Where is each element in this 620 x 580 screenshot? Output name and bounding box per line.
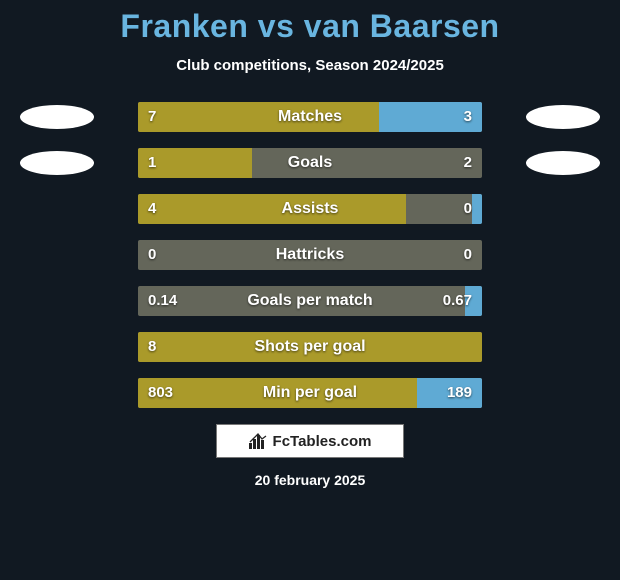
- comparison-widget: Franken vs van Baarsen Club competitions…: [0, 0, 620, 580]
- subtitle: Club competitions, Season 2024/2025: [0, 57, 620, 74]
- player-left-oval: [20, 105, 94, 129]
- stat-row: 40Assists: [0, 194, 620, 224]
- bars-icon: [249, 433, 267, 449]
- stat-row: 12Goals: [0, 148, 620, 178]
- page-title: Franken vs van Baarsen: [0, 8, 620, 45]
- stat-bar: 40Assists: [138, 194, 482, 224]
- stat-row: 73Matches: [0, 102, 620, 132]
- stat-row: 0 0Hattricks: [0, 240, 620, 270]
- stat-bar-left-fill: [138, 332, 482, 362]
- stat-row: 803189Min per goal: [0, 378, 620, 408]
- stat-left-value: 0: [148, 240, 156, 270]
- stat-label: Hattricks: [138, 240, 482, 270]
- credit-badge[interactable]: FcTables.com: [216, 424, 404, 458]
- stat-right-value: 0: [464, 240, 472, 270]
- stat-bar-right-fill: [417, 378, 482, 408]
- player-right-oval: [526, 105, 600, 129]
- stat-bar-left-fill: [138, 148, 252, 178]
- credit-text: FcTables.com: [273, 433, 372, 450]
- stat-bar: 12Goals: [138, 148, 482, 178]
- stat-bar: 8Shots per goal: [138, 332, 482, 362]
- stat-bar-right-fill: [465, 286, 482, 316]
- stat-label: Goals per match: [138, 286, 482, 316]
- player-right-oval: [526, 151, 600, 175]
- stat-bar-left-fill: [138, 378, 417, 408]
- stat-right-value: 2: [464, 148, 472, 178]
- stat-row: 8Shots per goal: [0, 332, 620, 362]
- stat-left-value: 0.14: [148, 286, 177, 316]
- stat-bar-left-fill: [138, 194, 406, 224]
- stat-bar-left-fill: [138, 102, 379, 132]
- stat-bar-right-fill: [379, 102, 482, 132]
- stat-bar: 0.140.67Goals per match: [138, 286, 482, 316]
- stat-bar-right-fill: [472, 194, 482, 224]
- stat-bar: 0 0Hattricks: [138, 240, 482, 270]
- date-text: 20 february 2025: [0, 472, 620, 488]
- stat-rows: 73Matches 12Goals 40Assists 0 0Hattricks 0.14…: [0, 102, 620, 408]
- stat-row: 0.140.67Goals per match: [0, 286, 620, 316]
- stat-bar: 73Matches: [138, 102, 482, 132]
- player-left-oval: [20, 151, 94, 175]
- stat-bar: 803189Min per goal: [138, 378, 482, 408]
